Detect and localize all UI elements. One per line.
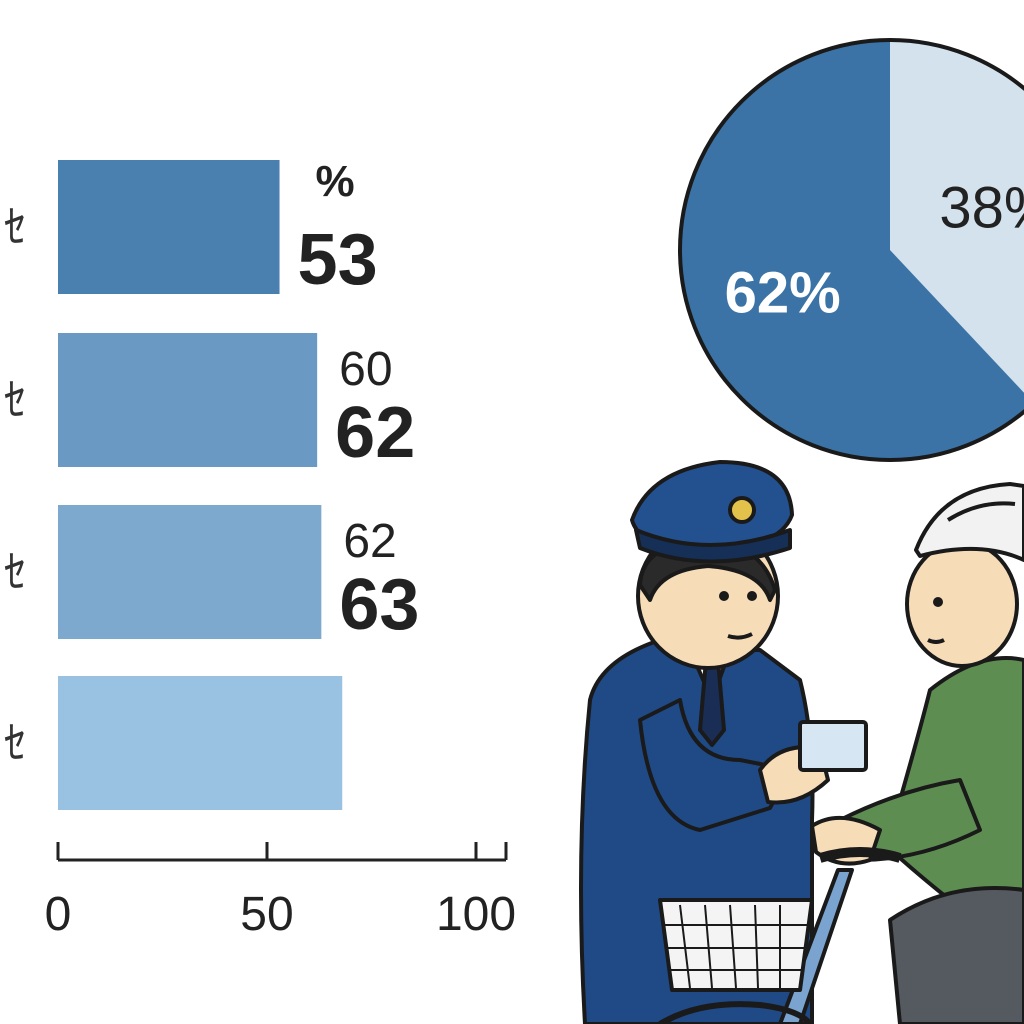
cyclist-shirt xyxy=(868,656,1024,902)
secondary-label: 62 xyxy=(343,515,396,568)
bicycle xyxy=(658,847,902,1024)
officer-cap-badge-icon xyxy=(728,496,756,524)
bar xyxy=(58,333,318,467)
license-card xyxy=(798,720,868,772)
officer-tie xyxy=(698,658,726,747)
category-label: ｾ xyxy=(4,548,26,597)
bicycle-wheel xyxy=(658,1001,813,1024)
x-tick-label: 100 xyxy=(436,888,516,941)
secondary-label: 60 xyxy=(339,343,392,396)
pie-slice xyxy=(890,40,1024,393)
x-tick-label: 0 xyxy=(45,888,72,941)
officer-eye xyxy=(747,591,757,601)
cyclist-helmet xyxy=(914,482,1024,562)
value-label: 63 xyxy=(339,565,419,645)
cyclist xyxy=(810,482,1024,1024)
cyclist-helmet-vent xyxy=(946,501,1016,522)
secondary-label: % xyxy=(316,157,355,206)
cyclist-mouth xyxy=(927,638,945,644)
category-label: ｾ xyxy=(4,719,26,768)
pie-slice-label: 38% xyxy=(939,175,1024,240)
pie-slice-label: 62% xyxy=(725,261,841,326)
category-label: ｾ xyxy=(4,376,26,425)
bar xyxy=(58,676,343,810)
officer-cyclist-illustration xyxy=(579,460,1024,1024)
basket-mesh xyxy=(664,904,810,989)
value-label: 53 xyxy=(298,220,378,300)
pie-slice xyxy=(680,40,1024,460)
bicycle-basket xyxy=(658,898,814,992)
cyclist-eye xyxy=(933,597,943,607)
pie-chart: 38% 62% xyxy=(678,38,1024,462)
officer-mouth xyxy=(727,632,753,640)
cyclist-face xyxy=(905,540,1019,668)
bar xyxy=(58,160,280,294)
officer-eye xyxy=(719,591,729,601)
cyclist-leg xyxy=(888,886,1024,1024)
bicycle-handlebar xyxy=(818,847,902,863)
bar xyxy=(58,505,322,639)
x-tick-label: 50 xyxy=(240,888,293,941)
category-label: ｾ xyxy=(4,203,26,252)
officer-cap-brim xyxy=(634,528,792,564)
value-label: 62 xyxy=(335,393,415,473)
pie-outline xyxy=(678,38,1024,462)
